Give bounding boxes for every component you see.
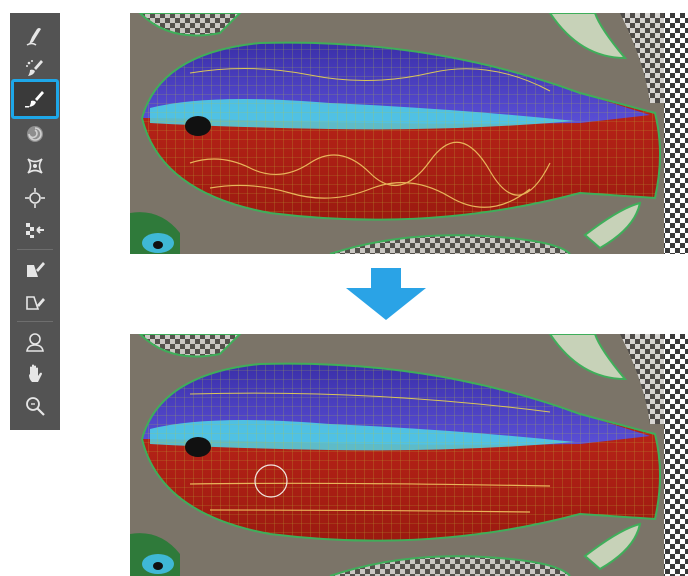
hand-tool[interactable] <box>15 357 55 391</box>
bloat-tool[interactable] <box>15 181 55 215</box>
brush-sparkle-icon <box>26 60 43 76</box>
bloat-icon <box>25 188 45 208</box>
liquify-toolbar <box>10 13 60 430</box>
zoom-tool[interactable] <box>15 389 55 423</box>
twirl-clockwise-tool[interactable] <box>15 117 55 151</box>
fish-mesh-image <box>130 334 688 576</box>
before-mesh-preview[interactable] <box>130 13 688 254</box>
magnifier-icon <box>26 397 45 416</box>
freeze-mask-tool[interactable] <box>15 253 55 287</box>
thaw-mask-tool[interactable] <box>15 285 55 319</box>
twirl-icon <box>27 126 43 142</box>
smooth-tool[interactable] <box>11 79 59 119</box>
forward-warp-tool[interactable] <box>15 19 55 53</box>
hand-icon <box>29 364 42 382</box>
reconstruct-tool[interactable] <box>15 51 55 85</box>
push-left-icon <box>26 223 44 238</box>
brush-smooth-icon <box>25 91 44 108</box>
face-icon <box>26 333 44 352</box>
after-mesh-preview[interactable] <box>130 334 688 576</box>
pucker-tool[interactable] <box>15 149 55 183</box>
toolbar-divider <box>17 249 53 250</box>
push-left-tool[interactable] <box>15 213 55 247</box>
fish-mesh-image <box>130 13 688 254</box>
arrow-down-icon <box>346 268 426 320</box>
pucker-icon <box>27 158 43 174</box>
toolbar-divider <box>17 321 53 322</box>
finger-smudge-icon <box>26 28 41 46</box>
thaw-mask-icon <box>26 296 45 310</box>
freeze-mask-icon <box>27 262 45 277</box>
brush-cursor <box>254 464 288 498</box>
face-tool[interactable] <box>15 325 55 359</box>
